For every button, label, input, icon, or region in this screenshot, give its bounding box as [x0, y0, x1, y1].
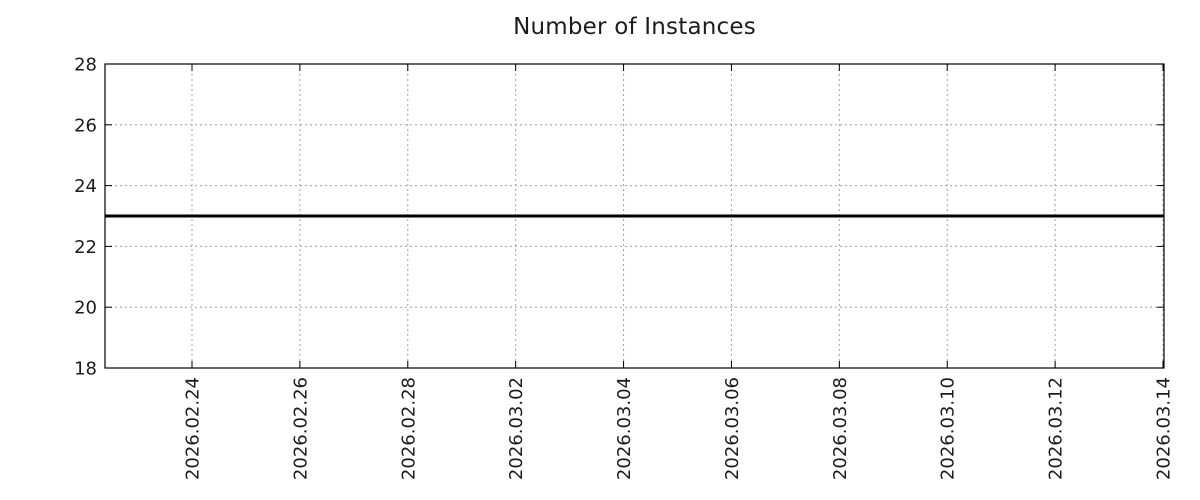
y-tick-label: 28 — [74, 55, 97, 76]
y-tick-label: 26 — [74, 115, 97, 136]
x-tick-label: 2026.03.06 — [722, 377, 743, 480]
x-tick-label: 2026.03.14 — [1154, 377, 1175, 480]
y-tick-label: 22 — [74, 237, 97, 258]
chart-title: Number of Instances — [513, 14, 756, 40]
x-tick-label: 2026.03.08 — [830, 377, 851, 480]
y-tick-label: 20 — [74, 298, 97, 319]
x-tick-label: 2026.03.12 — [1046, 377, 1067, 480]
x-tick-label: 2026.03.02 — [506, 377, 527, 480]
x-tick-label: 2026.03.10 — [938, 377, 959, 480]
x-tick-label: 2026.02.28 — [398, 377, 419, 480]
y-tick-label: 18 — [74, 359, 97, 380]
x-tick-label: 2026.02.24 — [183, 377, 204, 480]
x-tick-label: 2026.03.04 — [614, 377, 635, 480]
y-tick-label: 24 — [74, 176, 97, 197]
x-tick-label: 2026.02.26 — [290, 377, 311, 480]
